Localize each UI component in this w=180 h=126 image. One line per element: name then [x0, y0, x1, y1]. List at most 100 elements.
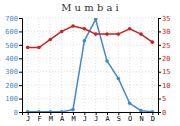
- tick-mark: [19, 45, 22, 46]
- tick-label: S: [117, 115, 121, 123]
- marker: [151, 40, 155, 44]
- grid-line: [22, 71, 158, 72]
- grid-line: [107, 18, 108, 112]
- grid-line: [50, 18, 51, 112]
- marker: [139, 109, 143, 112]
- tick: N: [139, 112, 143, 123]
- grid-line: [129, 18, 130, 112]
- marker: [49, 110, 53, 112]
- tick: A: [105, 112, 110, 123]
- tick: 600: [5, 28, 22, 36]
- marker: [37, 110, 41, 112]
- tick-mark: [158, 58, 161, 59]
- grid-line: [141, 18, 142, 112]
- tick-label: J: [94, 115, 98, 123]
- grid-line: [22, 98, 158, 99]
- tick-label: 25: [162, 42, 170, 50]
- marker: [105, 59, 109, 63]
- marker: [49, 38, 53, 42]
- tick-mark: [158, 31, 161, 32]
- tick-label: M: [49, 115, 53, 123]
- tick: 10: [158, 82, 170, 90]
- marker: [83, 39, 87, 43]
- tick-mark: [158, 18, 161, 19]
- grid-line: [22, 58, 158, 59]
- tick: J: [26, 112, 30, 123]
- marker: [26, 46, 30, 50]
- tick: 20: [158, 55, 170, 63]
- tick-label: 30: [162, 28, 170, 36]
- tick-label: 600: [5, 28, 18, 36]
- tick-label: 300: [5, 68, 18, 76]
- tick-label: 10: [162, 82, 170, 90]
- tick: 15: [158, 68, 170, 76]
- tick-mark: [158, 45, 161, 46]
- tick: D: [151, 112, 155, 123]
- tick-label: 35: [162, 15, 170, 23]
- marker: [60, 110, 64, 112]
- grid-line: [27, 18, 28, 112]
- grid-line: [22, 18, 158, 19]
- tick-label: 5: [162, 95, 166, 103]
- tick: 0: [14, 109, 22, 117]
- tick-label: D: [151, 115, 155, 123]
- axis-line: [19, 19, 23, 113]
- grid-line: [95, 18, 96, 112]
- tick: 200: [5, 82, 22, 90]
- marker: [105, 32, 109, 36]
- grid-line: [73, 18, 74, 112]
- tick: J: [94, 112, 98, 123]
- chart: JFMAMJJASOND0100200300400500600700051015…: [0, 0, 180, 126]
- marker: [117, 32, 121, 36]
- marker: [151, 110, 155, 112]
- y-axis: 0100200300400500600700: [5, 15, 22, 117]
- tick-label: M: [71, 115, 75, 123]
- tick-mark: [19, 72, 22, 73]
- marker: [94, 18, 98, 21]
- tick-label: 500: [5, 42, 18, 50]
- title: M u m b a i: [61, 2, 119, 13]
- line: [28, 26, 153, 47]
- grid-line: [22, 85, 158, 86]
- grid-line: [152, 18, 153, 112]
- tick-mark: [19, 58, 22, 59]
- marker: [60, 30, 64, 34]
- line: [28, 19, 153, 112]
- grid-line: [84, 18, 85, 112]
- tick-label: A: [60, 115, 65, 123]
- marker: [71, 108, 75, 112]
- tick: 0: [158, 109, 166, 117]
- tick: S: [117, 112, 121, 123]
- tick: 30: [158, 28, 170, 36]
- tick-mark: [19, 31, 22, 32]
- tick: 35: [158, 15, 170, 23]
- tick-mark: [158, 85, 161, 86]
- tick-label: F: [37, 115, 41, 123]
- tick-label: 0: [162, 109, 166, 117]
- tick-label: N: [139, 115, 143, 123]
- axis-line: [23, 113, 159, 116]
- tick: M: [49, 112, 53, 123]
- x-axis: JFMAMJJASOND: [23, 112, 159, 123]
- tick-label: A: [105, 115, 110, 123]
- marker: [83, 27, 87, 31]
- tick: F: [37, 112, 41, 123]
- y2-axis: 0 5 10 15 20 25 30 35: [158, 15, 170, 117]
- marker: [117, 77, 121, 81]
- tick: 400: [5, 55, 22, 63]
- grid: [22, 18, 158, 112]
- tick-mark: [19, 85, 22, 86]
- tick: 25: [158, 42, 170, 50]
- tick-mark: [19, 18, 22, 19]
- tick: M: [71, 112, 75, 123]
- tick: 5: [158, 95, 166, 103]
- tick: 300: [5, 68, 22, 76]
- tick: J: [83, 112, 87, 123]
- tick: O: [128, 112, 132, 123]
- marker: [37, 46, 41, 50]
- marker: [26, 110, 30, 112]
- tick: A: [60, 112, 65, 123]
- tick: 100: [5, 95, 22, 103]
- tick-mark: [19, 112, 22, 113]
- chart-container: JFMAMJJASOND0100200300400500600700051015…: [0, 0, 180, 126]
